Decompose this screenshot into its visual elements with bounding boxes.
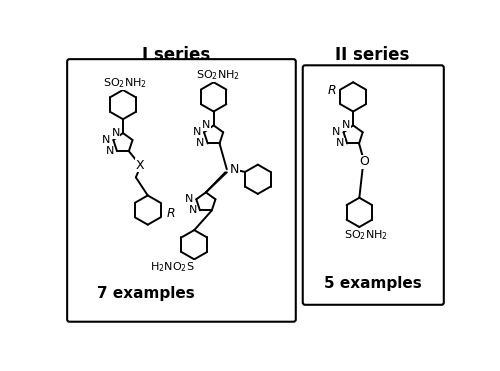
FancyBboxPatch shape [303,65,444,305]
Text: SO$_2$NH$_2$: SO$_2$NH$_2$ [196,68,240,82]
Text: N: N [106,146,114,156]
Text: N: N [332,127,340,137]
Text: I series: I series [142,46,210,63]
Text: N: N [202,120,210,130]
Text: N: N [192,127,201,137]
Text: H$_2$NO$_2$S: H$_2$NO$_2$S [150,260,195,274]
Text: N: N [336,138,344,148]
Text: X: X [136,158,144,171]
Text: N: N [342,120,350,130]
Text: O: O [360,155,370,168]
Text: N: N [230,163,239,176]
Text: 7 examples: 7 examples [98,286,195,301]
Text: R: R [328,84,336,97]
Text: N: N [188,206,197,216]
Text: SO$_2$NH$_2$: SO$_2$NH$_2$ [104,76,147,90]
Text: II series: II series [336,46,409,63]
FancyBboxPatch shape [67,59,296,322]
Text: R: R [167,207,176,220]
Text: 5 examples: 5 examples [324,276,422,291]
Text: N: N [102,135,110,145]
Text: N: N [185,194,193,204]
Text: SO$_2$NH$_2$: SO$_2$NH$_2$ [344,228,388,242]
Text: N: N [112,128,120,138]
Text: N: N [196,138,204,148]
